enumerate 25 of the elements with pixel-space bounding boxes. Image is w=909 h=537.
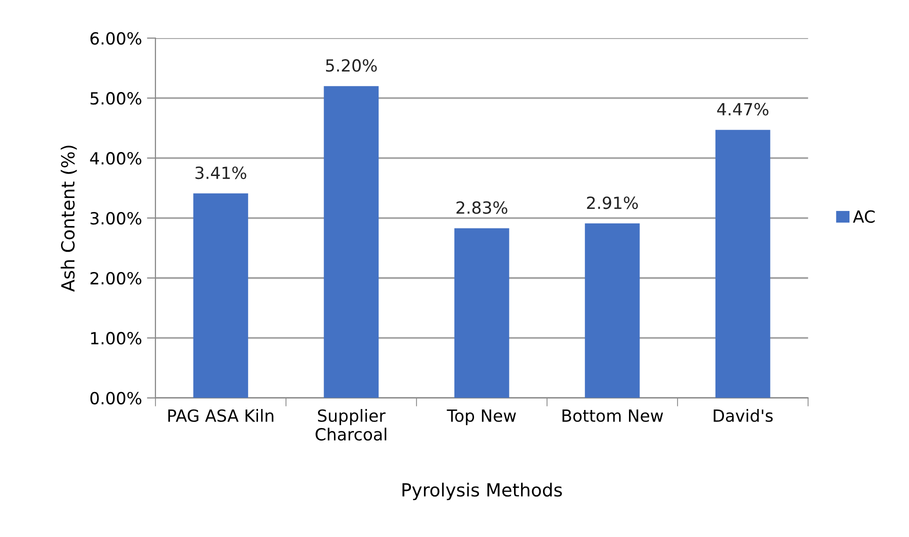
x-tick-label: David's bbox=[714, 409, 773, 422]
y-tick-label: 6.00% bbox=[90, 32, 142, 45]
x-tick-label: Top New bbox=[446, 410, 516, 426]
y-tick-label: 0.00% bbox=[90, 392, 142, 404]
x-tick-label: Bottom New bbox=[562, 410, 663, 422]
data-label: 4.47% bbox=[717, 102, 768, 116]
x-tick-label: Supplier Charcoal bbox=[316, 409, 386, 441]
bar bbox=[454, 228, 510, 398]
data-label: 2.91% bbox=[587, 196, 638, 210]
data-label: 3.41% bbox=[196, 166, 246, 180]
y-tick-label: 2.00% bbox=[90, 272, 142, 285]
data-label: 5.20% bbox=[326, 59, 377, 72]
bar bbox=[584, 223, 640, 398]
bar bbox=[324, 86, 379, 398]
data-label: 2.83% bbox=[456, 201, 508, 214]
y-axis-title: Ash Content (%) bbox=[60, 146, 77, 292]
bar bbox=[715, 130, 770, 398]
y-tick-label: 3.00% bbox=[90, 212, 142, 225]
y-tick-label: 5.00% bbox=[90, 92, 142, 105]
y-tick-label: 1.00% bbox=[91, 332, 142, 345]
legend-label: AC bbox=[852, 210, 875, 223]
y-tick-label: 4.00% bbox=[90, 152, 142, 165]
bar bbox=[193, 193, 248, 398]
x-axis-title: Pyrolysis Methods bbox=[402, 482, 562, 500]
x-tick-label: PAG ASA Kiln bbox=[168, 409, 274, 422]
